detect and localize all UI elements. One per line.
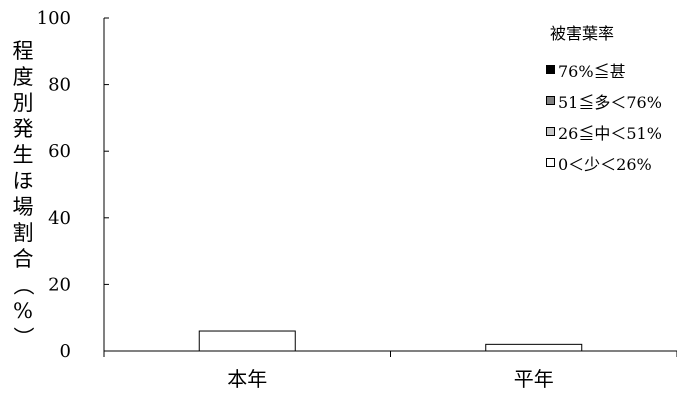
bar [198, 330, 296, 352]
legend-swatch [546, 158, 555, 167]
y-tick-label: 60 [48, 141, 71, 162]
legend-title: 被害葉率 [550, 24, 615, 43]
legend-label: 76%≦甚 [558, 61, 626, 81]
legend-item-light: 0＜少＜26% [546, 147, 662, 178]
y-axis-label: 程 度 別 発 生 ほ 場 割 合 （ % ） [8, 38, 38, 350]
y-axis-label-char: 別 [12, 91, 34, 115]
y-tick-label: 40 [48, 208, 71, 229]
y-axis-label-char: ほ [12, 169, 34, 193]
x-tick-label: 本年 [227, 367, 267, 391]
y-axis-label-char: % [13, 299, 33, 323]
y-axis-label-char: 程 [12, 39, 34, 63]
y-tick-label: 80 [48, 75, 71, 96]
legend: 被害葉率 76%≦甚 51≦多＜76% 26≦中＜51% 0＜少＜26% [546, 18, 662, 178]
legend-item-severe: 76%≦甚 [546, 54, 662, 85]
legend-item-medium: 26≦中＜51% [546, 116, 662, 147]
bar [485, 343, 583, 352]
legend-swatch [546, 96, 555, 105]
y-axis-label-char: 度 [12, 65, 34, 89]
y-axis-label-char: ） [11, 326, 35, 348]
y-axis-label-char: 合 [12, 247, 34, 271]
legend-swatch [546, 127, 555, 136]
legend-label: 26≦中＜51% [558, 123, 662, 143]
y-axis-label-char: 発 [12, 117, 34, 141]
legend-item-heavy: 51≦多＜76% [546, 85, 662, 116]
y-tick-label: 20 [48, 274, 71, 295]
y-axis-label-char: 場 [12, 195, 34, 219]
y-tick-label: 0 [60, 341, 71, 362]
y-axis-label-char: 生 [12, 143, 34, 167]
y-axis-label-char: （ [11, 274, 35, 296]
y-axis-label-char: 割 [12, 221, 34, 245]
x-tick-label: 平年 [514, 367, 554, 391]
legend-label: 0＜少＜26% [558, 154, 652, 174]
y-tick-label: 100 [37, 8, 71, 29]
legend-label: 51≦多＜76% [558, 92, 662, 112]
legend-swatch [546, 65, 555, 74]
